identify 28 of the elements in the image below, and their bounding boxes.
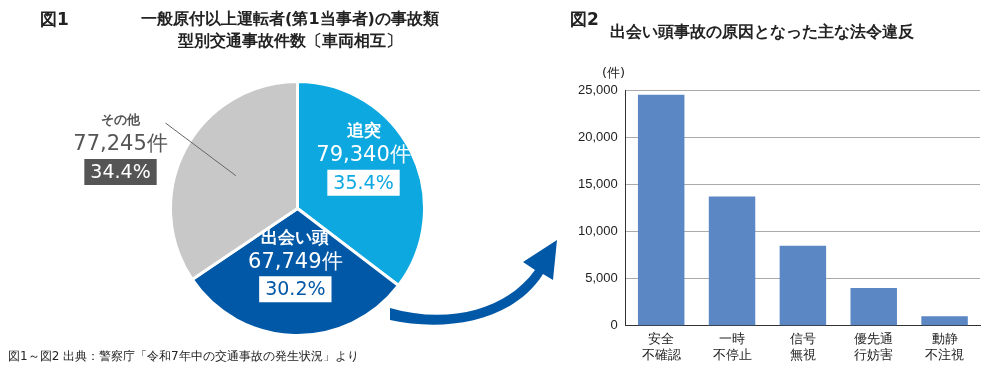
x-tick-label: 動静不注視: [925, 331, 965, 362]
bar: [921, 316, 968, 326]
x-tick-label: 安全不確認: [641, 331, 681, 362]
slice-label: その他: [101, 112, 141, 128]
y-tick-label: 20,000: [578, 128, 618, 144]
bar: [850, 288, 897, 326]
y-tick-label: 10,000: [578, 223, 618, 239]
bar: [779, 245, 827, 326]
slice-label: 追突: [345, 120, 381, 141]
chart-title: 一般原付以上運転者(第1当事者)の事故類型別交通事故件数〔車両相互〕: [140, 8, 440, 52]
bar: [708, 196, 756, 326]
y-tick-label: 5,000: [585, 270, 618, 286]
data-label: 79,340件 35.4%: [316, 142, 411, 193]
y-tick-label: 0: [610, 317, 618, 333]
data-label: 67,749件 30.2%: [248, 248, 343, 300]
caption: 図1: [40, 8, 69, 31]
caption: 図1～図2 出典：警察庁「令和7年中の交通事故の発生状況」より: [8, 348, 359, 365]
data-label: 77,245件 34.4%: [73, 131, 168, 182]
x-tick-label: 一時不停止: [712, 331, 752, 362]
bar: [637, 94, 685, 326]
y-tick-label: 25,000: [578, 81, 618, 97]
caption: 図2: [570, 8, 599, 31]
x-tick-label: 信号無視: [789, 331, 816, 362]
x-tick-label: 優先通行妨害: [854, 331, 894, 362]
y-axis-title: (件): [602, 64, 626, 82]
y-tick-label: 15,000: [578, 175, 618, 191]
slice-label: 出会い頭: [261, 226, 330, 247]
chart-title: 出会い頭事故の原因となった主な法令違反: [610, 22, 914, 43]
